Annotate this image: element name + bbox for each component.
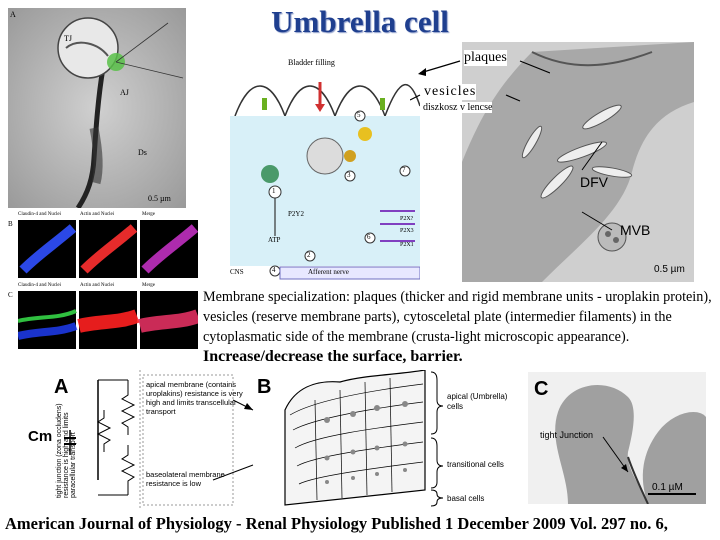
basal-cells-label: basal cells: [447, 494, 485, 503]
micrograph-panel-a: A TJ AJ Ds 0.5 µm: [8, 8, 186, 208]
step-1: 1: [272, 187, 276, 195]
p2x-label-1: P2X?: [400, 216, 414, 222]
step-6: 6: [367, 233, 371, 241]
panel-a-letter: A: [10, 10, 16, 19]
signaling-schematic: Bladder filling P2Y2 ATP CNS Afferent ne…: [230, 46, 421, 282]
dfv-label: DFV: [580, 174, 608, 190]
figure-b-letter: B: [257, 376, 272, 398]
atp-label: ATP: [268, 236, 281, 244]
tj-label: TJ: [64, 34, 72, 43]
step-4: 4: [272, 266, 276, 274]
scale-right-label: 0.5 µm: [654, 264, 685, 275]
micrograph-a-image: [8, 8, 186, 208]
bottom-figure-c: C tight Junction 0.1 µM: [528, 372, 706, 504]
scale-c-label: 0.1 µM: [652, 482, 683, 493]
plaques-callout: plaques: [464, 50, 507, 66]
slide-title: Umbrella cell: [271, 4, 449, 39]
schematic-drawing: [230, 46, 421, 282]
scale-a-label: 0.5 µm: [148, 194, 171, 203]
row-b-col-2: Actin and Nuclei: [80, 212, 115, 217]
citation-footer: American Journal of Physiology - Renal P…: [5, 514, 668, 533]
bladder-filling-label: Bladder filling: [288, 58, 335, 67]
step-5: 5: [357, 111, 361, 119]
row-b-col-3: Merge: [142, 212, 155, 217]
step-2: 2: [307, 251, 311, 259]
fluorescence-row-c: C Claudin-4 and Nuclei Actin and Nuclei …: [8, 283, 198, 349]
transitional-cells-label: transitional cells: [447, 460, 504, 469]
micrograph-right-image: [462, 42, 694, 282]
row-c-col-2: Actin and Nuclei: [80, 283, 115, 288]
fluorescence-c-image: [18, 291, 198, 349]
fluorescence-row-b: B Claudin-4 and Nuclei Actin and Nuclei …: [8, 212, 198, 278]
step-7: 7: [402, 166, 406, 174]
p2x-label-2: P2X3: [400, 228, 414, 234]
mvb-label: MVB: [620, 222, 651, 238]
figure-a-letter: A: [54, 376, 69, 398]
basolateral-label: baseolateral membrane resistance is low: [146, 470, 225, 488]
aj-label: AJ: [120, 88, 129, 97]
tight-junction-micrograph: [528, 372, 706, 504]
p2x-label-3: P2X1: [400, 242, 414, 248]
circuit-diagram: [64, 370, 254, 510]
afferent-nerve-label: Afferent nerve: [308, 268, 349, 276]
epithelium-drawing: [284, 369, 444, 507]
fluorescence-b-image: [18, 220, 198, 278]
ds-label: Ds: [138, 148, 147, 157]
callout-arrows: [410, 60, 550, 102]
row-b-col-1: Claudin-4 and Nuclei: [18, 212, 62, 217]
p2y2-label: P2Y2: [288, 210, 304, 218]
hungarian-callout: diszkosz v lencse: [423, 102, 493, 113]
micrograph-right: DFV MVB 0.5 µm: [462, 42, 694, 282]
row-b-letter: B: [8, 220, 13, 228]
description-text: Membrane specialization: plaques (thicke…: [203, 287, 718, 367]
row-c-col-3: Merge: [142, 283, 155, 288]
description-emphasis: Increase/decrease the surface, barrier.: [203, 348, 463, 365]
vesicles-callout: vesicles: [424, 84, 477, 100]
cm-label: Cm: [28, 428, 53, 445]
cns-label: CNS: [230, 268, 244, 276]
figure-c-letter: C: [534, 378, 549, 400]
tight-junction-vertical-label: tight junction (zona occludens) resistan…: [56, 403, 77, 498]
row-c-letter: C: [8, 291, 13, 299]
step-3: 3: [347, 171, 351, 179]
apical-membrane-label: apical membrane (contains uroplakins) re…: [146, 380, 243, 416]
tight-junction-label: tight Junction: [540, 430, 594, 440]
bottom-figure-b: B apical (Umbrella) cells transitional c…: [255, 369, 525, 510]
description-main: Membrane specialization: plaques (thicke…: [203, 289, 712, 345]
apical-cells-label: apical (Umbrella) cells: [447, 392, 508, 411]
bottom-figure-a: A Cm tight junction (zona occludens) res…: [28, 370, 258, 510]
row-c-col-1: Claudin-4 and Nuclei: [18, 283, 62, 288]
